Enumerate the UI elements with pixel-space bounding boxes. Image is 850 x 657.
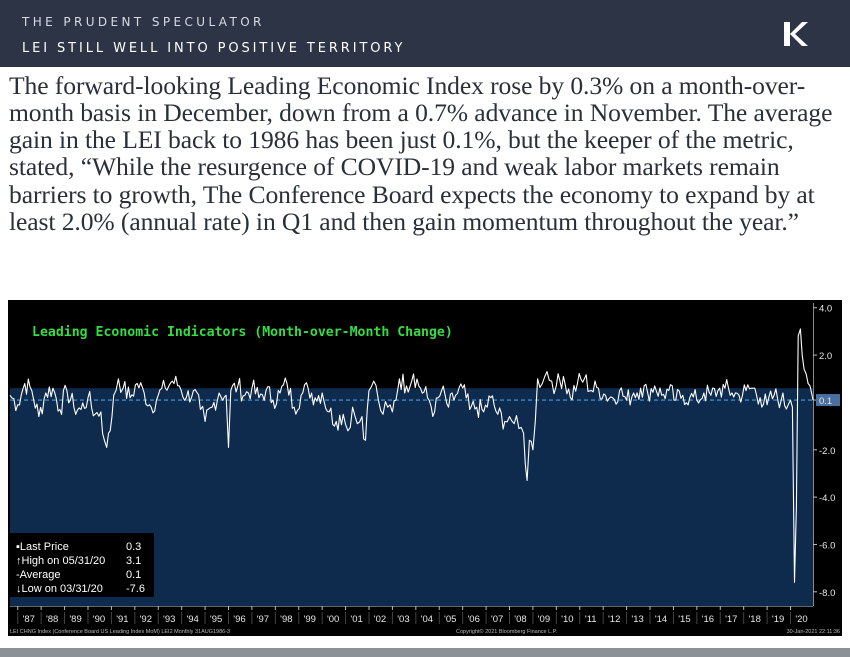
y-tick-label: -2.0 xyxy=(819,446,835,457)
x-tick-label: '90 xyxy=(93,614,105,625)
logo-icon xyxy=(784,22,808,46)
legend-value: 3.1 xyxy=(126,555,142,567)
x-tick-label: '96 xyxy=(233,614,245,625)
x-tick-label: '97 xyxy=(257,614,269,625)
footer-bar xyxy=(0,648,850,657)
x-tick-label: '93 xyxy=(163,614,175,625)
x-tick-label: '89 xyxy=(69,614,81,625)
slide-title: LEI STILL WELL INTO POSITIVE TERRITORY xyxy=(22,41,406,56)
x-tick-label: '20 xyxy=(795,614,807,625)
x-tick-label: '92 xyxy=(140,614,152,625)
x-tick-label: '00 xyxy=(327,614,339,625)
x-tick-label: '10 xyxy=(561,614,573,625)
brand-name: THE PRUDENT SPECULATOR xyxy=(22,15,265,29)
x-tick-label: '88 xyxy=(46,614,58,625)
y-tick-label: 2.0 xyxy=(819,351,832,362)
y-tick-label: 0.1 xyxy=(819,396,832,407)
x-tick-label: '08 xyxy=(514,614,526,625)
legend-label: ▪ Last Price xyxy=(16,541,69,553)
chart-legend: ▪ Last Price 0.3 ↑ High on 05/31/20 3.1 -… xyxy=(10,533,154,597)
y-tick-label: -6.0 xyxy=(819,540,835,551)
x-tick-label: '17 xyxy=(725,614,737,625)
legend-value: 0.1 xyxy=(126,569,142,581)
x-tick-label: '06 xyxy=(467,614,479,625)
y-tick-label: 4.0 xyxy=(819,304,832,315)
header-bar: THE PRUDENT SPECULATOR LEI STILL WELL IN… xyxy=(0,0,850,67)
last-value-tag xyxy=(816,394,840,407)
x-tick-label: '18 xyxy=(748,614,760,625)
x-tick-label: '07 xyxy=(491,614,503,625)
x-tick-label: '98 xyxy=(280,614,292,625)
legend-value: 0.3 xyxy=(126,541,142,553)
footer-source: LEI CHNG Index (Conference Board US Lead… xyxy=(10,629,230,635)
x-tick-label: '09 xyxy=(538,614,550,625)
y-tick-label: -4.0 xyxy=(819,493,835,504)
x-tick-label: '16 xyxy=(702,614,714,625)
x-tick-label: '11 xyxy=(585,614,597,625)
x-tick-label: '94 xyxy=(186,614,198,625)
chart-title: Leading Economic Indicators (Month-over-… xyxy=(32,324,453,340)
x-tick-label: '15 xyxy=(678,614,690,625)
legend-label: - Average xyxy=(16,569,61,581)
x-tick-label: '87 xyxy=(23,614,35,625)
y-tick-label: -8.0 xyxy=(819,588,835,599)
x-tick-label: '14 xyxy=(655,614,667,625)
lei-chart: Leading Economic Indicators (Month-over-… xyxy=(8,300,842,636)
x-tick-label: '99 xyxy=(304,614,316,625)
x-tick-label: '91 xyxy=(116,614,128,625)
x-tick-label: '01 xyxy=(350,614,362,625)
series-line xyxy=(9,328,814,583)
body-paragraph: The forward-looking Leading Economic Ind… xyxy=(9,71,833,236)
x-tick-label: '95 xyxy=(210,614,222,625)
x-tick-label: '19 xyxy=(772,614,784,625)
x-tick-label: '02 xyxy=(374,614,386,625)
x-tick-label: '03 xyxy=(397,614,409,625)
footer-timestamp: 30-Jan-2021 22:11:36 xyxy=(787,629,840,635)
legend-label: ↑ High on 05/31/20 xyxy=(16,555,106,567)
x-tick-label: '12 xyxy=(608,614,620,625)
legend-value: -7.6 xyxy=(126,583,145,595)
x-tick-label: '13 xyxy=(631,614,643,625)
legend-label: ↓ Low on 03/31/20 xyxy=(16,583,103,595)
x-tick-label: '05 xyxy=(444,614,456,625)
footer-copyright: Copyright© 2021 Bloomberg Finance L.P. xyxy=(456,628,558,635)
x-tick-label: '04 xyxy=(421,614,433,625)
